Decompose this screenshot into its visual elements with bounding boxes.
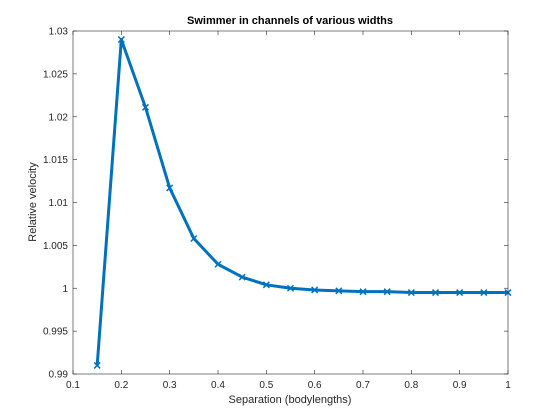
y-tick-label: 1 [62, 284, 68, 295]
data-point-marker [431, 289, 440, 297]
plot-frame [72, 30, 509, 375]
y-tick-label: 1.025 [43, 69, 68, 80]
data-point-marker [311, 286, 319, 294]
data-point-marker [407, 289, 415, 297]
x-tick: 0.9 [453, 31, 467, 391]
y-tick-label: 1.015 [43, 155, 68, 166]
x-tick-label: 0.2 [114, 380, 128, 391]
chart-title: Swimmer in channels of various widths [187, 15, 393, 27]
x-tick: 0.6 [308, 31, 322, 391]
data-point-marker [238, 273, 246, 281]
y-tick: 1.01 [49, 198, 508, 209]
x-tick-label: 0.3 [163, 380, 177, 391]
data-point-marker [214, 260, 222, 268]
data-point-marker [383, 288, 391, 296]
x-tick-label: 0.5 [259, 380, 273, 391]
data-point-marker [190, 234, 198, 243]
x-axis-label: Separation (bodylengths) [229, 394, 352, 406]
data-point-marker [359, 288, 367, 296]
x-tick-label: 0.4 [211, 380, 225, 391]
y-tick-label: 1.005 [43, 241, 68, 252]
x-tick-label: 0.9 [453, 380, 467, 391]
data-point-marker [141, 103, 150, 111]
data-point-marker [117, 36, 125, 44]
y-tick-label: 1.03 [49, 27, 69, 38]
series-line [95, 38, 508, 366]
x-tick-label: 0.6 [308, 380, 322, 391]
data-point-marker [480, 289, 488, 297]
y-tick: 1.005 [43, 241, 508, 252]
x-tick: 0.8 [404, 31, 419, 391]
y-tick: 1.02 [49, 112, 508, 123]
x-tick: 0.2 [114, 31, 129, 391]
x-tick-label: 0.7 [356, 380, 370, 391]
y-tick-label: 1.01 [49, 198, 69, 209]
x-tick-label: 0.1 [66, 380, 80, 391]
y-tick-label: 0.995 [43, 327, 68, 338]
data-point-marker [166, 184, 174, 192]
y-tick: 0.995 [43, 327, 508, 338]
data-point-marker [456, 289, 464, 297]
x-tick-label: 0.8 [404, 380, 418, 391]
x-tick-label: 1 [505, 380, 511, 391]
data-point-marker [335, 287, 343, 295]
y-tick-label: 0.99 [49, 370, 69, 381]
x-tick: 0.4 [211, 31, 225, 391]
y-tick: 1 [62, 284, 508, 295]
data-point-marker [93, 361, 101, 369]
plot-area [73, 31, 508, 374]
x-tick: 0.3 [163, 31, 177, 391]
x-tick: 0.5 [259, 31, 274, 391]
y-axis-label: Relative velocity [27, 162, 39, 242]
data-point-marker [262, 281, 270, 289]
y-tick: 1.025 [43, 69, 508, 80]
x-tick: 0.7 [356, 31, 370, 391]
y-tick-label: 1.02 [49, 112, 69, 123]
series-layer [93, 36, 512, 369]
y-tick: 1.015 [43, 155, 508, 166]
ticks: 0.1 0.2 0.3 0.4 0.5 0.6 0.7 0.8 0.9 1 0.99 0.995 1 1.… [43, 27, 511, 392]
data-point-marker [286, 284, 295, 292]
